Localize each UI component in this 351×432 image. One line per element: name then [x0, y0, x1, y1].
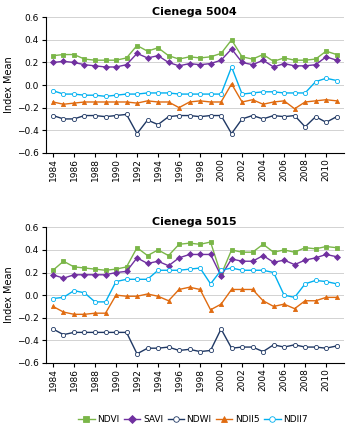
Y-axis label: Index Mean: Index Mean — [4, 267, 14, 324]
Y-axis label: Index Mean: Index Mean — [4, 57, 14, 114]
Title: Cienega 5015: Cienega 5015 — [152, 216, 237, 226]
Title: Cienega 5004: Cienega 5004 — [152, 6, 237, 16]
Legend: NDVI, SAVI, NDWI, NDII5, NDII7: NDVI, SAVI, NDWI, NDII5, NDII7 — [75, 411, 311, 428]
